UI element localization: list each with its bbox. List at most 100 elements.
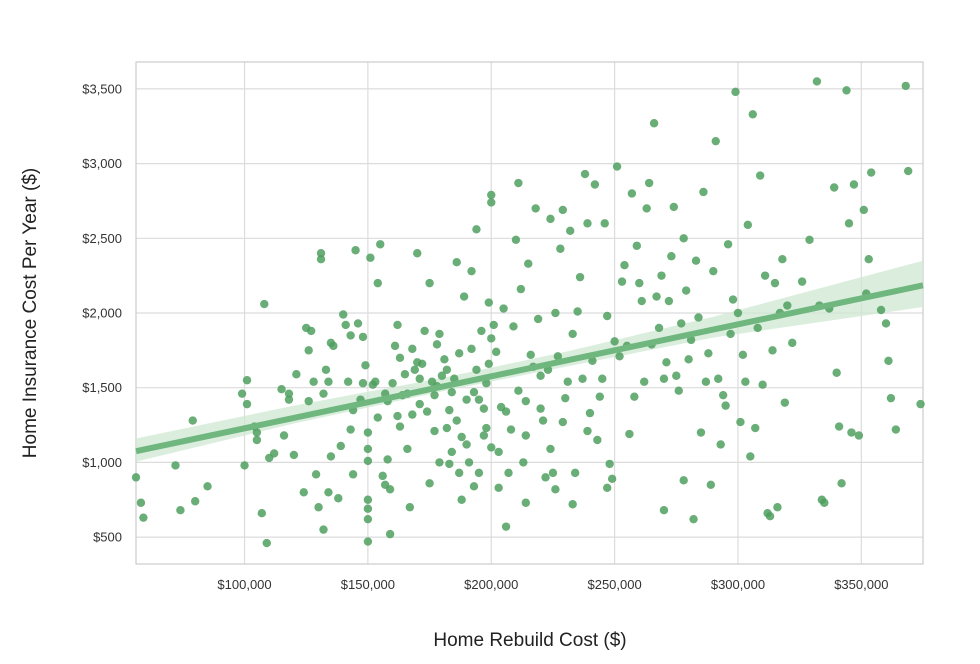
data-point	[709, 266, 718, 276]
data-point	[336, 441, 345, 451]
data-point	[467, 266, 476, 276]
data-point	[252, 428, 262, 437]
data-point	[139, 513, 148, 522]
data-point	[346, 425, 355, 434]
data-point	[854, 431, 864, 440]
data-point	[482, 379, 491, 388]
data-point	[654, 323, 664, 333]
data-point	[640, 377, 649, 386]
regression-line	[135, 282, 924, 455]
data-point	[610, 337, 619, 346]
y-axis-label: Home Insurance Cost Per Year ($)	[20, 168, 41, 458]
y-tick-label: $500	[93, 530, 122, 545]
data-point	[136, 498, 146, 507]
data-point	[171, 461, 180, 470]
data-point	[849, 180, 859, 189]
data-point	[484, 359, 493, 368]
data-point	[203, 482, 212, 491]
data-point	[358, 379, 368, 388]
data-point	[716, 440, 725, 449]
x-tick-label: $300,000	[711, 577, 765, 592]
data-point	[242, 376, 252, 385]
data-point	[363, 504, 373, 513]
data-point	[487, 190, 496, 200]
data-point	[615, 352, 624, 361]
data-point	[509, 322, 518, 331]
data-point	[410, 365, 419, 374]
data-point	[563, 377, 572, 386]
data-point	[652, 292, 661, 301]
data-point	[306, 326, 316, 336]
data-point	[521, 431, 530, 440]
data-point	[694, 313, 703, 322]
data-point	[568, 329, 577, 339]
data-point	[501, 522, 511, 531]
data-point	[677, 319, 686, 328]
data-point	[292, 370, 301, 379]
data-point	[400, 370, 410, 379]
data-point	[714, 374, 723, 383]
data-point	[568, 500, 577, 509]
data-point	[242, 399, 252, 409]
data-point	[304, 396, 313, 406]
data-point	[373, 278, 382, 288]
data-point	[440, 355, 449, 364]
data-point	[588, 356, 597, 366]
data-point	[832, 368, 841, 377]
data-point	[686, 335, 696, 345]
data-point	[482, 423, 491, 433]
data-point	[748, 110, 757, 119]
data-point	[457, 495, 466, 504]
data-point	[311, 470, 321, 479]
data-point	[603, 311, 612, 321]
data-point	[728, 295, 738, 304]
data-point	[474, 468, 484, 478]
data-point	[580, 169, 590, 179]
data-point	[538, 416, 548, 425]
data-point	[689, 514, 698, 524]
data-point	[237, 389, 247, 398]
data-point	[514, 178, 523, 188]
y-tick-label: $3,000	[82, 156, 122, 171]
data-point	[494, 483, 503, 493]
data-point	[632, 241, 642, 250]
data-point	[383, 455, 392, 464]
x-axis-label: Home Rebuild Cost ($)	[433, 630, 626, 651]
data-point	[191, 497, 200, 506]
data-point	[477, 326, 486, 336]
data-point	[723, 240, 733, 249]
data-point	[706, 480, 716, 490]
data-point	[425, 479, 434, 488]
data-point	[487, 334, 496, 343]
y-tick-label: $3,500	[82, 81, 122, 96]
data-point	[487, 443, 496, 452]
data-point	[672, 371, 681, 380]
data-point	[240, 461, 249, 470]
data-point	[644, 178, 654, 188]
data-point	[452, 416, 461, 425]
data-point	[494, 447, 503, 457]
data-point	[469, 387, 479, 397]
data-point	[329, 341, 338, 351]
data-point	[765, 511, 775, 521]
data-point	[637, 296, 646, 306]
data-point	[277, 384, 286, 394]
data-point	[257, 509, 267, 518]
data-point	[442, 423, 452, 433]
data-point	[519, 458, 528, 467]
data-point	[541, 473, 550, 482]
data-point	[536, 404, 545, 413]
data-point	[452, 258, 461, 267]
data-point	[546, 444, 555, 454]
data-point	[454, 349, 464, 358]
data-point	[780, 398, 790, 407]
data-point	[575, 272, 585, 282]
data-point	[859, 205, 868, 215]
y-tick-label: $2,500	[82, 231, 122, 246]
data-point	[696, 428, 706, 437]
data-point	[664, 296, 674, 306]
data-point	[269, 449, 279, 458]
data-point	[741, 377, 750, 386]
data-point	[778, 255, 787, 264]
data-point	[395, 422, 405, 431]
